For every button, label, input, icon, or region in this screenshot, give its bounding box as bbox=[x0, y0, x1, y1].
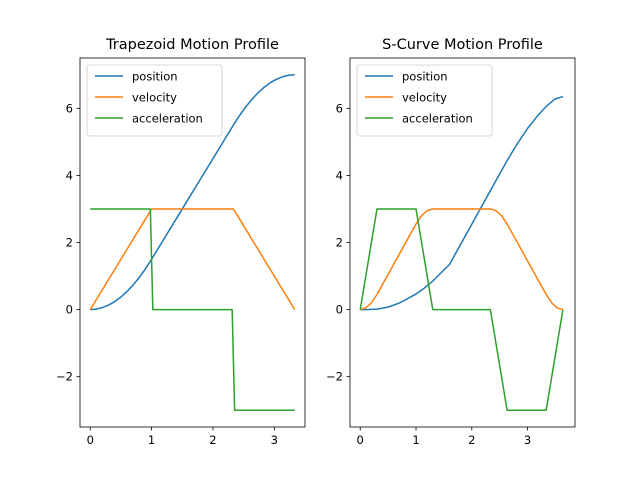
x-tick-label: 0 bbox=[87, 433, 94, 447]
series-line-velocity bbox=[360, 208, 564, 311]
x-tick-label: 3 bbox=[524, 433, 531, 447]
chart-title: Trapezoid Motion Profile bbox=[105, 37, 279, 53]
x-tick-label: 1 bbox=[148, 433, 155, 447]
x-tick-label: 0 bbox=[357, 433, 364, 447]
legend-label-velocity: velocity bbox=[402, 91, 447, 105]
chart-panel-1: 0 1 2 3 −2 0 2 4 6 Trapezoid Motion Profile positi… bbox=[56, 37, 306, 447]
x-tick-label: 1 bbox=[412, 433, 419, 447]
y-tick-label: 2 bbox=[336, 236, 343, 250]
legend-label-position: position bbox=[402, 70, 448, 84]
x-tick-label: 2 bbox=[468, 433, 475, 447]
y-tick-label: 4 bbox=[66, 168, 73, 182]
y-tick-label: 0 bbox=[66, 303, 73, 317]
legend: position velocity acceleration bbox=[86, 64, 223, 137]
series-line-acceleration bbox=[359, 208, 564, 411]
chart-panel-2: 0 1 2 3 −2 0 2 4 6 S-Curve Motion Profile position… bbox=[326, 37, 576, 447]
x-tick-label: 3 bbox=[271, 433, 278, 447]
legend-label-velocity: velocity bbox=[132, 91, 177, 105]
y-tick-label: 0 bbox=[336, 303, 343, 317]
series-line-velocity bbox=[89, 208, 296, 310]
series-line-position bbox=[90, 74, 295, 311]
legend-label-acceleration: acceleration bbox=[132, 112, 203, 126]
series-line-acceleration bbox=[90, 208, 295, 411]
y-tick-label: −2 bbox=[56, 370, 73, 384]
legend-label-position: position bbox=[132, 70, 178, 84]
x-tick-label: 2 bbox=[209, 433, 216, 447]
y-tick-label: −2 bbox=[326, 370, 343, 384]
y-tick-label: 4 bbox=[336, 168, 343, 182]
legend-label-acceleration: acceleration bbox=[402, 112, 473, 126]
y-tick-label: 6 bbox=[336, 101, 343, 115]
series-line-position bbox=[360, 95, 564, 311]
y-tick-label: 6 bbox=[66, 101, 73, 115]
y-tick-label: 2 bbox=[66, 236, 73, 250]
legend: position velocity acceleration bbox=[356, 64, 493, 137]
chart-title: S-Curve Motion Profile bbox=[382, 37, 543, 53]
